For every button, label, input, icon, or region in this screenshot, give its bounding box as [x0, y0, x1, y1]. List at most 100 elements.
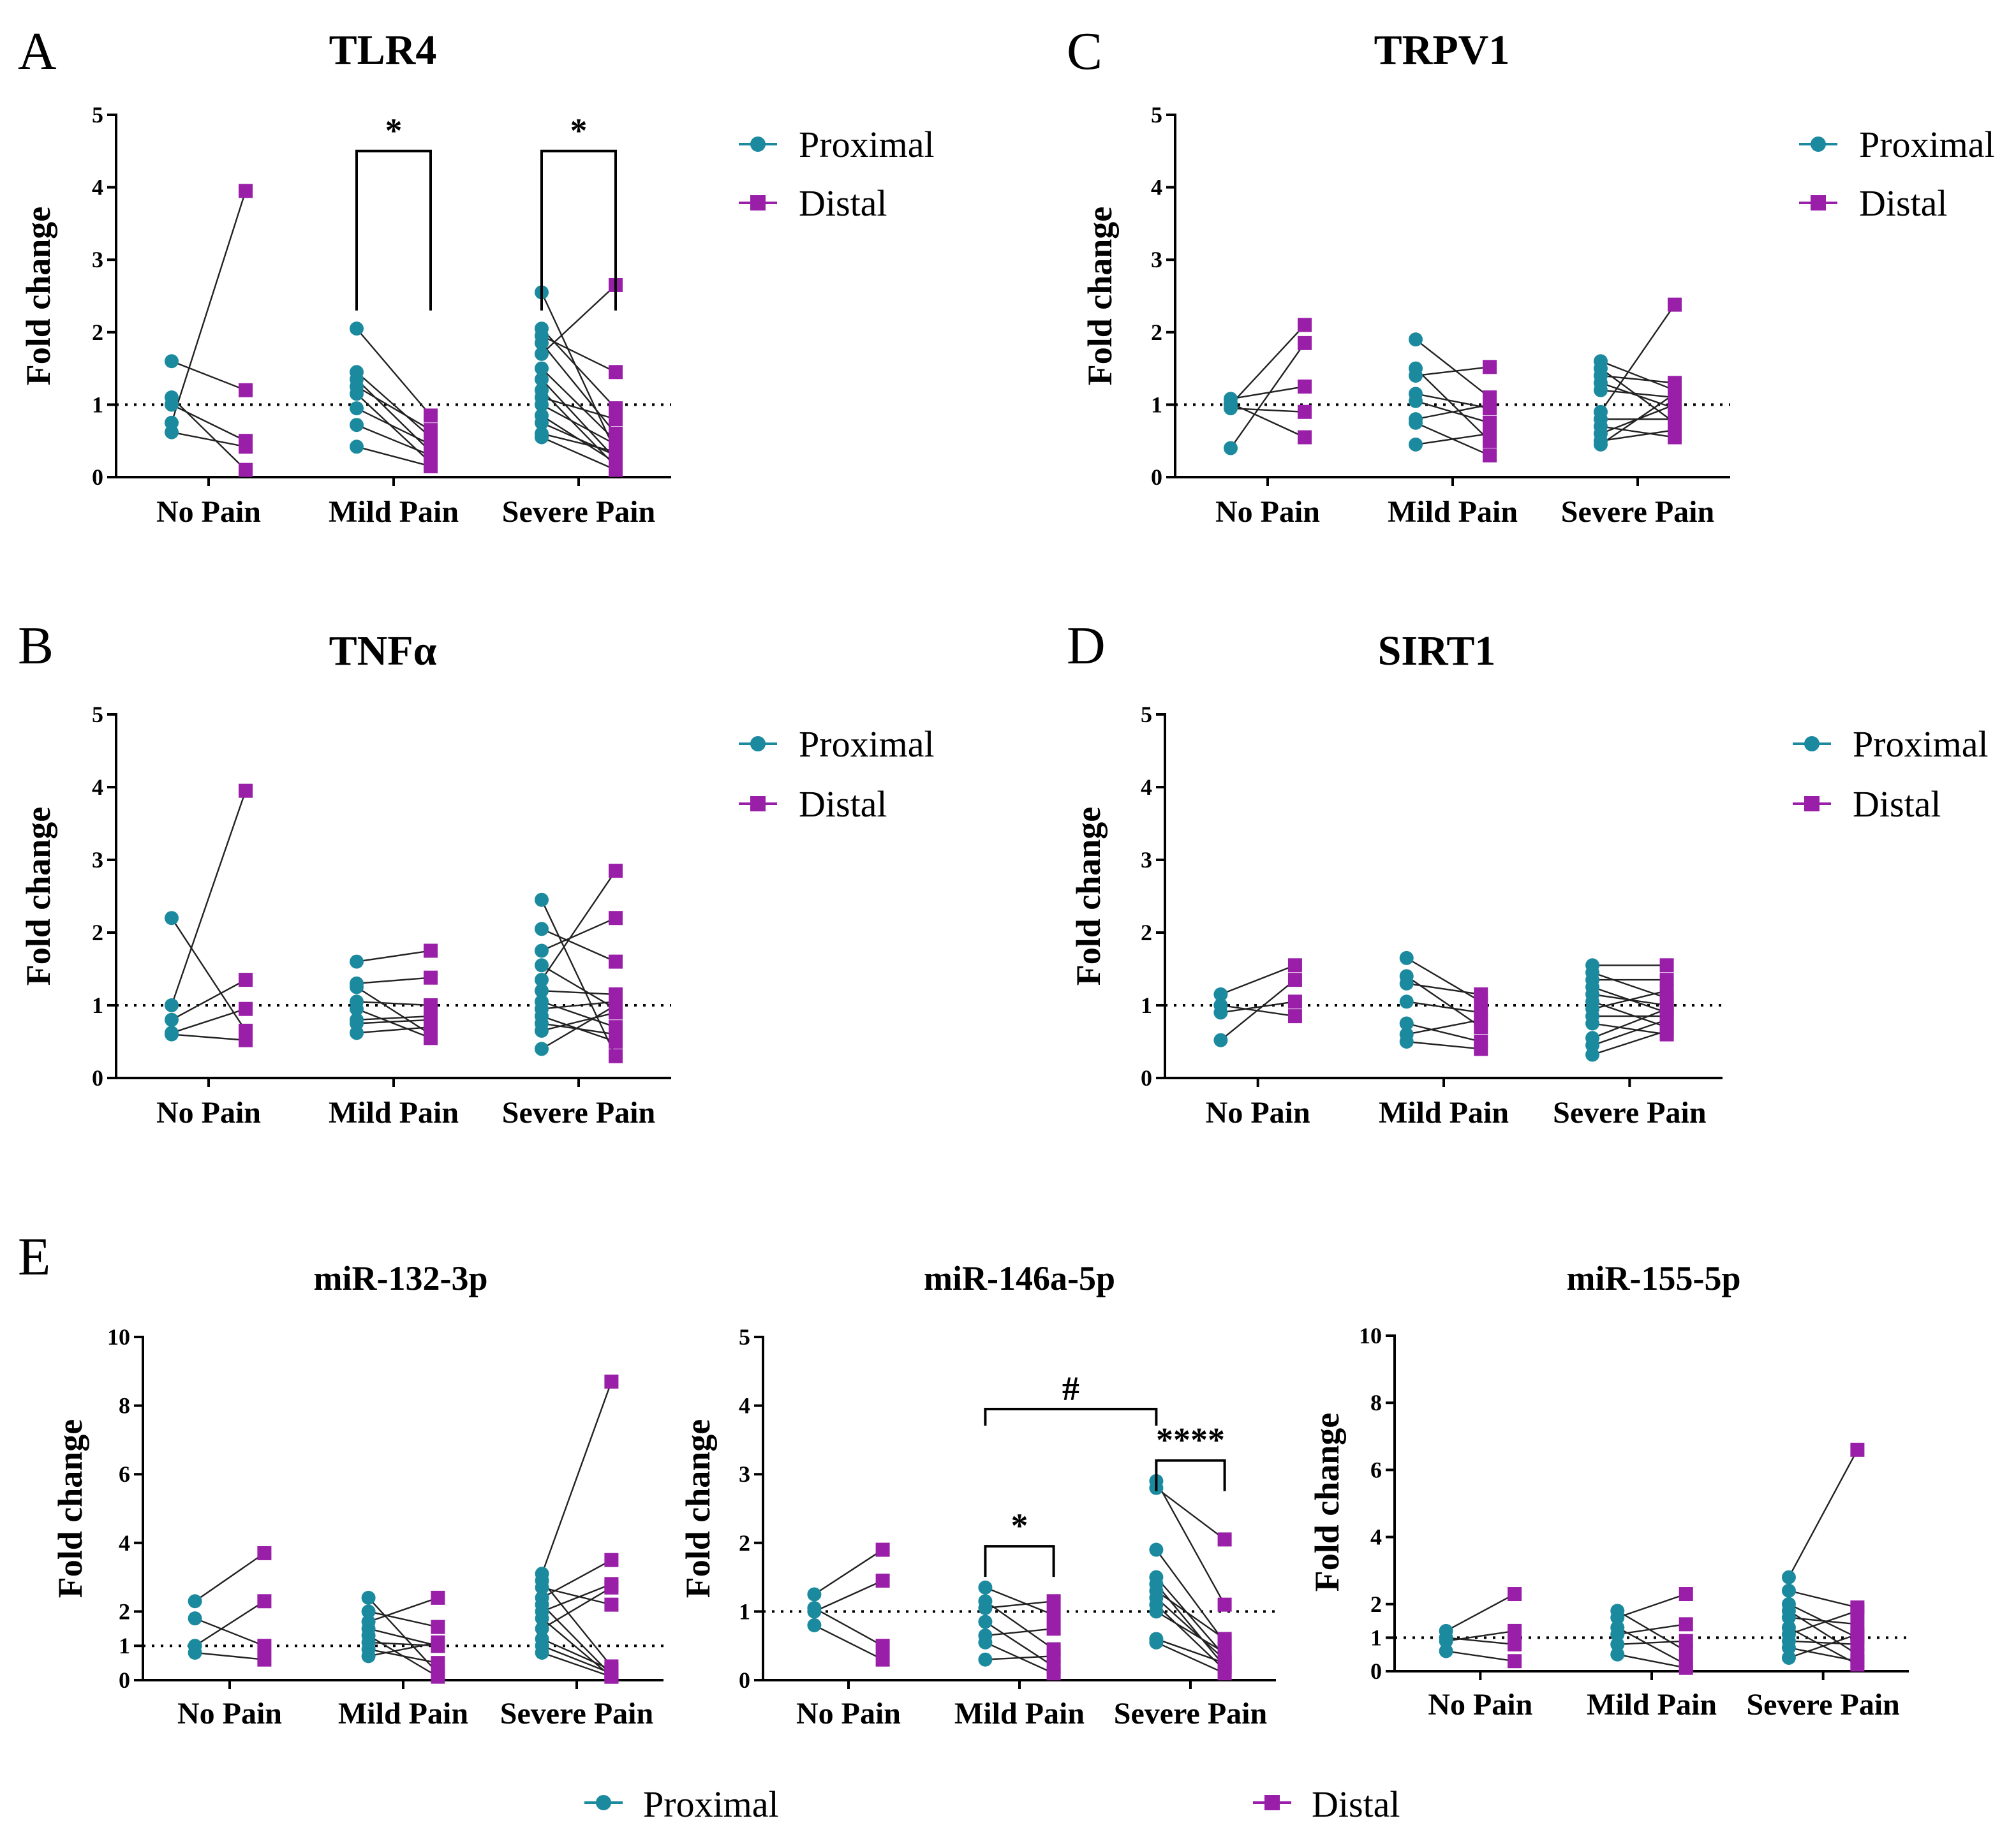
- legend-marker-proximal: [596, 1795, 611, 1810]
- pair-line: [541, 378, 616, 460]
- proximal-point: [1399, 950, 1414, 965]
- pair-line: [1617, 1653, 1686, 1669]
- significance-label: ****: [1156, 1421, 1225, 1459]
- distal-point: [609, 1027, 623, 1042]
- pair-line: [195, 1651, 265, 1660]
- legend-marker-proximal: [1811, 137, 1826, 152]
- y-tick-label: 1: [92, 392, 103, 417]
- distal-point: [875, 1639, 890, 1653]
- x-tick-label: No Pain: [1428, 1688, 1532, 1722]
- proximal-point: [1399, 1016, 1414, 1031]
- pair-line: [356, 446, 431, 468]
- distal-point: [609, 365, 623, 380]
- proximal-point: [535, 336, 549, 350]
- proximal-point: [535, 922, 549, 936]
- pair-line: [1600, 374, 1675, 384]
- distal-point: [1046, 1666, 1061, 1681]
- distal-point: [609, 445, 623, 459]
- proximal-point: [978, 1635, 993, 1650]
- proximal-point: [350, 321, 364, 336]
- pair-line: [171, 397, 246, 471]
- proximal-point: [350, 439, 364, 454]
- distal-point: [239, 1033, 253, 1047]
- pair-line: [356, 393, 431, 464]
- proximal-point: [535, 984, 549, 998]
- proximal-point: [1149, 1604, 1164, 1619]
- legend-d: Proximal Distal: [1793, 723, 1989, 825]
- pair-line: [1788, 1634, 1858, 1659]
- pair-line: [1415, 339, 1490, 398]
- proximal-point: [535, 397, 549, 412]
- distal-point: [431, 1635, 445, 1650]
- pair-line: [171, 360, 246, 391]
- pair-line: [813, 1549, 884, 1595]
- proximal-point: [807, 1618, 822, 1632]
- pair-line: [1155, 1590, 1226, 1640]
- pair-line: [541, 917, 616, 952]
- y-tick-label: 0: [92, 464, 103, 490]
- pair-line: [1406, 1023, 1481, 1043]
- x-tick-label: No Pain: [796, 1697, 901, 1731]
- y-tick-label: 6: [1370, 1457, 1382, 1482]
- proximal-point: [1213, 1033, 1228, 1047]
- proximal-point: [1781, 1610, 1796, 1625]
- y-tick-label: 1: [1151, 392, 1162, 417]
- proximal-point: [165, 425, 179, 439]
- proximal-point: [1610, 1647, 1625, 1662]
- pair-line: [171, 1033, 246, 1041]
- chart-title: miR-146a-5p: [924, 1259, 1115, 1297]
- pair-line: [1617, 1610, 1687, 1652]
- proximal-point: [1781, 1583, 1796, 1598]
- pair-line: [194, 1552, 265, 1602]
- pair-line: [1406, 1040, 1481, 1050]
- proximal-point: [978, 1601, 993, 1616]
- proximal-point: [1399, 976, 1414, 991]
- pair-line: [541, 422, 616, 457]
- chart-title: TLR4: [329, 27, 437, 73]
- pair-line: [1617, 1627, 1687, 1665]
- proximal-point: [1439, 1644, 1453, 1658]
- proximal-point: [535, 973, 549, 987]
- distal-point: [424, 448, 438, 462]
- distal-point: [875, 1652, 890, 1667]
- proximal-point: [535, 892, 549, 907]
- pair-line: [1600, 304, 1675, 413]
- distal-point: [424, 459, 438, 473]
- proximal-point: [1224, 401, 1238, 416]
- pair-line: [1406, 1019, 1481, 1035]
- distal-point: [1668, 397, 1682, 412]
- pair-line: [356, 328, 431, 417]
- pair-line: [356, 986, 431, 1035]
- proximal-point: [165, 911, 179, 926]
- distal-point: [1217, 1532, 1232, 1547]
- distal-point: [1508, 1654, 1522, 1669]
- proximal-point: [535, 1023, 549, 1038]
- pair-line: [1415, 393, 1490, 410]
- x-tick-label: No Pain: [156, 1096, 261, 1130]
- y-tick-label: 4: [92, 175, 103, 200]
- y-tick-label: 2: [92, 920, 103, 945]
- pair-line: [541, 1001, 616, 1010]
- pair-line: [1592, 1008, 1668, 1039]
- pair-line: [540, 899, 617, 1057]
- pair-line: [1617, 1640, 1686, 1646]
- distal-point: [1508, 1637, 1522, 1651]
- pair-line: [542, 1651, 612, 1678]
- distal-point: [239, 439, 253, 454]
- pair-line: [541, 389, 616, 467]
- pair-line: [1220, 1001, 1296, 1014]
- proximal-point: [807, 1587, 822, 1602]
- y-tick-label: 4: [1151, 175, 1162, 200]
- proximal-point: [1781, 1570, 1796, 1584]
- proximal-point: [535, 346, 549, 361]
- y-tick-label: 4: [92, 774, 103, 800]
- distal-point: [257, 1652, 272, 1667]
- pair-line: [541, 367, 616, 442]
- pair-line: [541, 870, 616, 980]
- group-mild-pain: [978, 1580, 1061, 1681]
- y-tick-label: 0: [739, 1667, 750, 1693]
- y-tick-label: 3: [1151, 247, 1162, 272]
- y-tick-label: 2: [92, 320, 103, 345]
- pair-line: [1788, 1647, 1858, 1662]
